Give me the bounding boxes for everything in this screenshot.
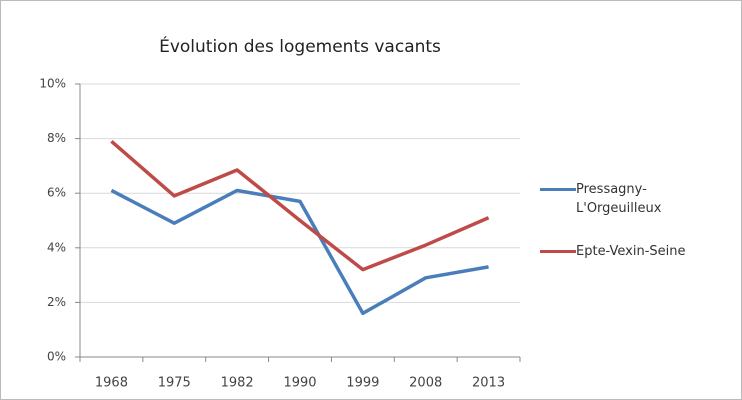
x-tick-label: 1990	[283, 376, 316, 391]
chart-title: Évolution des logements vacants	[159, 35, 441, 57]
legend-label: Epte-Vexin-Seine	[576, 244, 686, 259]
legend-item: Pressagny-L'Orgeuilleux	[540, 180, 686, 218]
legend-swatch	[540, 250, 576, 253]
y-tick-label: 0%	[47, 350, 66, 364]
legend-label: Pressagny-L'Orgeuilleux	[576, 182, 662, 216]
legend-item: Epte-Vexin-Seine	[540, 242, 686, 261]
x-tick-label: 2013	[472, 376, 505, 391]
x-tick-label: 1999	[346, 376, 379, 391]
y-tick-label: 2%	[47, 295, 66, 309]
x-tick-label: 1982	[221, 376, 254, 391]
legend-swatch	[540, 188, 576, 191]
x-tick-label: 1975	[158, 376, 191, 391]
y-tick-label: 6%	[47, 186, 66, 200]
x-tick-label: 1968	[95, 376, 128, 391]
y-tick-label: 4%	[47, 240, 66, 254]
series-line	[110, 188, 489, 316]
series-line	[110, 140, 490, 272]
y-tick-label: 10%	[39, 77, 66, 91]
x-tick-label: 2008	[409, 376, 442, 391]
y-tick-label: 8%	[47, 131, 66, 145]
